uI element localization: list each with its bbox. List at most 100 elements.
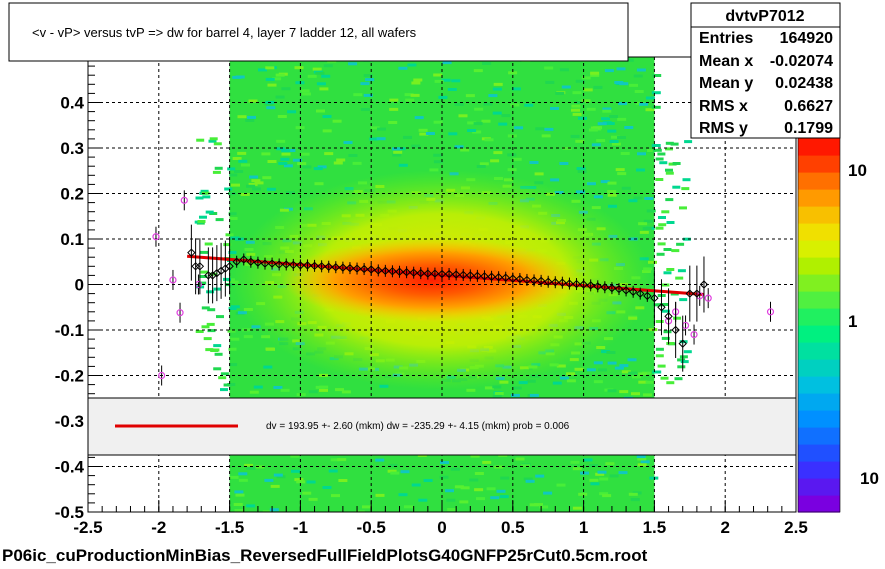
profile-point-primary <box>466 271 475 280</box>
profile-point-primary <box>501 273 510 282</box>
profile-point-primary <box>345 263 355 273</box>
profile-point-secondary <box>158 371 166 380</box>
y-tick-label: 0.4 <box>60 94 84 113</box>
x-tick-label: -1.5 <box>215 518 244 537</box>
fit-line <box>187 254 705 297</box>
y-tick-label: 0.1 <box>60 230 84 249</box>
color-scale-segment <box>798 478 840 496</box>
profile-point-primary <box>381 266 390 276</box>
color-scale-segment <box>798 206 840 224</box>
profile-point-primary <box>282 260 291 269</box>
profile-point-primary <box>579 280 588 289</box>
profile-point-primary <box>402 268 411 277</box>
color-scale-segment <box>798 291 840 309</box>
footer-filename: P06ic_cuProductionMinBias_ReversedFullFi… <box>2 546 648 565</box>
stats-label-mean-x: Mean x <box>699 53 753 70</box>
profile-point-primary <box>593 282 602 291</box>
color-scale-segment <box>798 427 840 445</box>
profile-point-primary <box>494 273 503 282</box>
profile-point-primary <box>678 339 687 348</box>
profile-point-secondary <box>176 309 184 317</box>
stats-label-rms-y: RMS y <box>699 120 748 137</box>
color-scale-bar <box>797 137 841 513</box>
profile-point-primary <box>444 269 454 279</box>
profile-point-primary <box>331 263 341 272</box>
color-scale-labels: 10 1 10 <box>848 161 879 488</box>
stats-value-rms-x: 0.6627 <box>784 98 833 115</box>
profile-point-secondary <box>169 276 177 284</box>
profile-point-primary <box>352 264 362 273</box>
color-label-mid: 1 <box>848 312 857 331</box>
stats-box: dvtvP7012 Entries 164920 Mean x -0.02074… <box>690 2 841 139</box>
profile-point-primary <box>699 280 709 289</box>
profile-point-primary <box>437 269 447 279</box>
stats-name: dvtvP7012 <box>725 8 804 25</box>
x-tick-label: 2.5 <box>784 518 808 537</box>
profile-point-primary <box>522 275 532 285</box>
stats-label-rms-x: RMS x <box>699 98 748 115</box>
fit-legend: dv = 193.95 +- 2.60 (mkm) dw = -235.29 +… <box>87 397 797 456</box>
profile-point-primary <box>551 278 560 287</box>
y-tick-label: -0.3 <box>55 412 84 431</box>
profile-point-primary <box>543 277 553 286</box>
profile-point-primary <box>289 260 298 270</box>
color-scale-segment <box>798 274 840 292</box>
x-tick-labels: -2.5 -2 -1.5 -1 -0.5 0 0.5 1 1.5 2 2.5 <box>73 518 807 537</box>
title-box: <v - vP> versus tvP => dw for barrel 4, … <box>8 2 629 62</box>
stats-value-rms-y: 0.1799 <box>784 120 833 137</box>
profile-point-primary <box>657 303 666 312</box>
profile-point-primary <box>409 268 418 277</box>
profile-point-primary <box>692 289 702 298</box>
color-scale-segment <box>798 189 840 207</box>
profile-point-primary <box>187 248 196 257</box>
color-scale-segment <box>798 393 840 411</box>
color-scale-segment <box>798 223 840 241</box>
profile-point-primary <box>515 274 525 284</box>
color-scale-segment <box>798 461 840 479</box>
x-tick-label: 2 <box>720 518 729 537</box>
color-scale-segment <box>798 155 840 173</box>
profile-point-primary <box>480 272 489 281</box>
profile-point-secondary <box>690 330 698 339</box>
profile-point-primary <box>253 258 263 267</box>
profile-point-primary <box>621 286 631 295</box>
profile-point-primary <box>374 266 383 275</box>
color-scale-segment <box>798 325 840 343</box>
profile-point-primary <box>296 261 305 270</box>
profile-point-primary <box>600 283 610 292</box>
y-tick-label: 0.2 <box>60 185 84 204</box>
profile-point-primary <box>317 262 326 271</box>
profile-point-primary <box>324 262 333 271</box>
profile-point-primary <box>274 260 284 269</box>
profile-point-primary <box>430 269 440 278</box>
profile-point-primary <box>359 264 369 274</box>
profile-point-primary <box>473 271 482 281</box>
profile-point-primary <box>451 270 461 279</box>
profile-point-primary <box>487 272 496 281</box>
stats-label-mean-y: Mean y <box>699 75 753 92</box>
color-scale-segment <box>798 308 840 326</box>
profile-point-primary <box>586 281 595 290</box>
density-core <box>282 237 582 322</box>
profile-point-primary <box>643 291 652 301</box>
color-scale-segment <box>798 240 840 258</box>
x-tick-label: -2.5 <box>73 518 102 537</box>
x-tick-label: -1 <box>293 518 308 537</box>
color-scale-segment <box>798 342 840 360</box>
color-scale-segment <box>798 172 840 190</box>
profile-point-secondary <box>704 294 712 302</box>
profile-point-primary <box>195 262 205 271</box>
color-scale-segment <box>798 376 840 394</box>
profile-point-primary <box>558 278 567 287</box>
chart-title: <v - vP> versus tvP => dw for barrel 4, … <box>32 25 417 40</box>
y-tick-label: -0.5 <box>55 503 84 522</box>
profile-point-primary <box>664 312 673 321</box>
x-tick-label: 1.5 <box>643 518 667 537</box>
fit-line-segment <box>187 254 705 297</box>
profile-point-primary <box>685 289 695 298</box>
x-tick-label: -0.5 <box>357 518 386 537</box>
color-label-bottom: 10 <box>860 469 879 488</box>
color-scale-segment <box>798 495 840 513</box>
fit-legend-text: dv = 193.95 +- 2.60 (mkm) dw = -235.29 +… <box>266 421 570 432</box>
y-tick-label: -0.1 <box>55 321 84 340</box>
